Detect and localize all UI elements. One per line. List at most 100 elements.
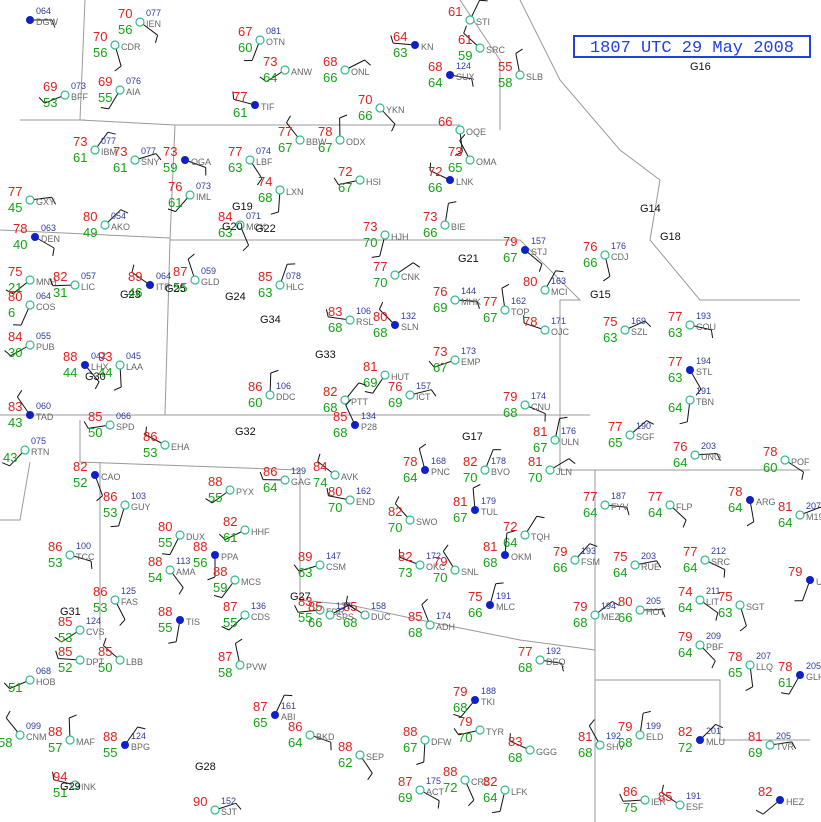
temperature-label: 78	[318, 124, 332, 139]
temperature-label: 82	[73, 459, 87, 474]
pressure-label: 059	[201, 266, 216, 276]
pressure-label: 192	[546, 646, 561, 656]
temperature-label: 77	[228, 144, 242, 159]
pressure-label: 077	[141, 146, 156, 156]
wind-barb-flag	[471, 78, 474, 87]
wind-barb-flag	[364, 59, 371, 66]
station-id-label: SWO	[416, 517, 438, 527]
station-id-label: OKC	[426, 562, 446, 572]
wind-barb-flag	[603, 275, 611, 282]
pressure-label: 100	[76, 541, 91, 551]
gust-label: G16	[690, 61, 711, 73]
temperature-label: 77	[583, 489, 597, 504]
temperature-label: 76	[388, 379, 402, 394]
station-circle	[486, 601, 494, 609]
wind-barb-flag	[391, 123, 396, 132]
station-circle	[405, 515, 415, 525]
pressure-label: 203	[701, 441, 716, 451]
station-id-label: SGT	[746, 602, 765, 612]
wind-barb-flag	[52, 247, 55, 256]
station-circle	[390, 270, 400, 280]
station-id-label: ANW	[291, 67, 313, 77]
station-circle	[360, 610, 370, 620]
wind-barb-flag	[495, 582, 504, 585]
temperature-label: 73	[113, 144, 127, 159]
station-id-label: TYR	[486, 727, 505, 737]
temperature-label: 77	[648, 489, 662, 504]
gust-label: G32	[235, 426, 256, 438]
dewpoint-label: 56	[193, 555, 207, 570]
wind-barb-flag	[51, 197, 57, 205]
temperature-label: 77	[233, 89, 247, 104]
dewpoint-label: 58	[0, 735, 12, 750]
wind-barb-flag	[479, 0, 488, 2]
temperature-label: 75	[613, 549, 627, 564]
station-id-label: IER	[651, 797, 667, 807]
station-circle	[265, 390, 275, 400]
station-circle	[460, 775, 470, 785]
wind-barb-flag	[695, 388, 702, 396]
station-id-label: SEP	[366, 752, 384, 762]
station-circle	[746, 496, 754, 504]
dewpoint-label: 68	[618, 735, 632, 750]
temperature-label: 78	[778, 659, 792, 674]
dewpoint-label: 53	[43, 95, 57, 110]
wind-barb-flag	[259, 76, 267, 83]
wind-barb-flag	[293, 564, 300, 572]
temperature-label: 70	[93, 29, 107, 44]
station-circle	[635, 605, 645, 615]
dewpoint-label: 43	[3, 450, 17, 465]
wind-barb-flag	[114, 65, 122, 72]
temperature-label: 80	[8, 289, 22, 304]
pressure-label: 076	[126, 76, 141, 86]
station-circle	[480, 465, 490, 475]
temperature-label: 61	[448, 4, 462, 19]
station-circle	[685, 320, 695, 330]
dewpoint-label: 72	[678, 740, 692, 755]
dewpoint-label: 64	[668, 400, 682, 415]
temperature-label: 88	[193, 539, 207, 554]
dewpoint-label: 63	[298, 565, 312, 580]
station-circle	[211, 551, 219, 559]
dewpoint-label: 59	[163, 160, 177, 175]
dewpoint-label: 61	[113, 160, 127, 175]
wind-barb-flag	[364, 391, 373, 394]
station-id-label: MAF	[76, 737, 96, 747]
gust-label: G31	[60, 606, 81, 618]
pressure-label: 147	[326, 551, 341, 561]
dewpoint-label: 51	[8, 680, 22, 695]
temperature-label: 68	[323, 54, 337, 69]
pressure-label: 045	[126, 351, 141, 361]
temperature-label: 73	[73, 134, 87, 149]
station-circle	[176, 616, 184, 624]
wind-barb-flag	[4, 350, 12, 357]
temperature-label: 88	[158, 604, 172, 619]
temperature-label: 85	[408, 609, 422, 624]
station-id-label: SPS	[336, 612, 354, 622]
wind-barb-flag	[448, 201, 457, 204]
wind-barb-flag	[589, 543, 598, 547]
station-id-label: STI	[476, 17, 490, 27]
dewpoint-label: 67	[503, 250, 517, 265]
dewpoint-label: 43	[8, 415, 22, 430]
pressure-label: 194	[601, 601, 616, 611]
temperature-label: 82	[463, 454, 477, 469]
station-circle	[210, 805, 220, 815]
station-id-label: BIE	[451, 222, 466, 232]
pressure-label: 124	[131, 731, 146, 741]
